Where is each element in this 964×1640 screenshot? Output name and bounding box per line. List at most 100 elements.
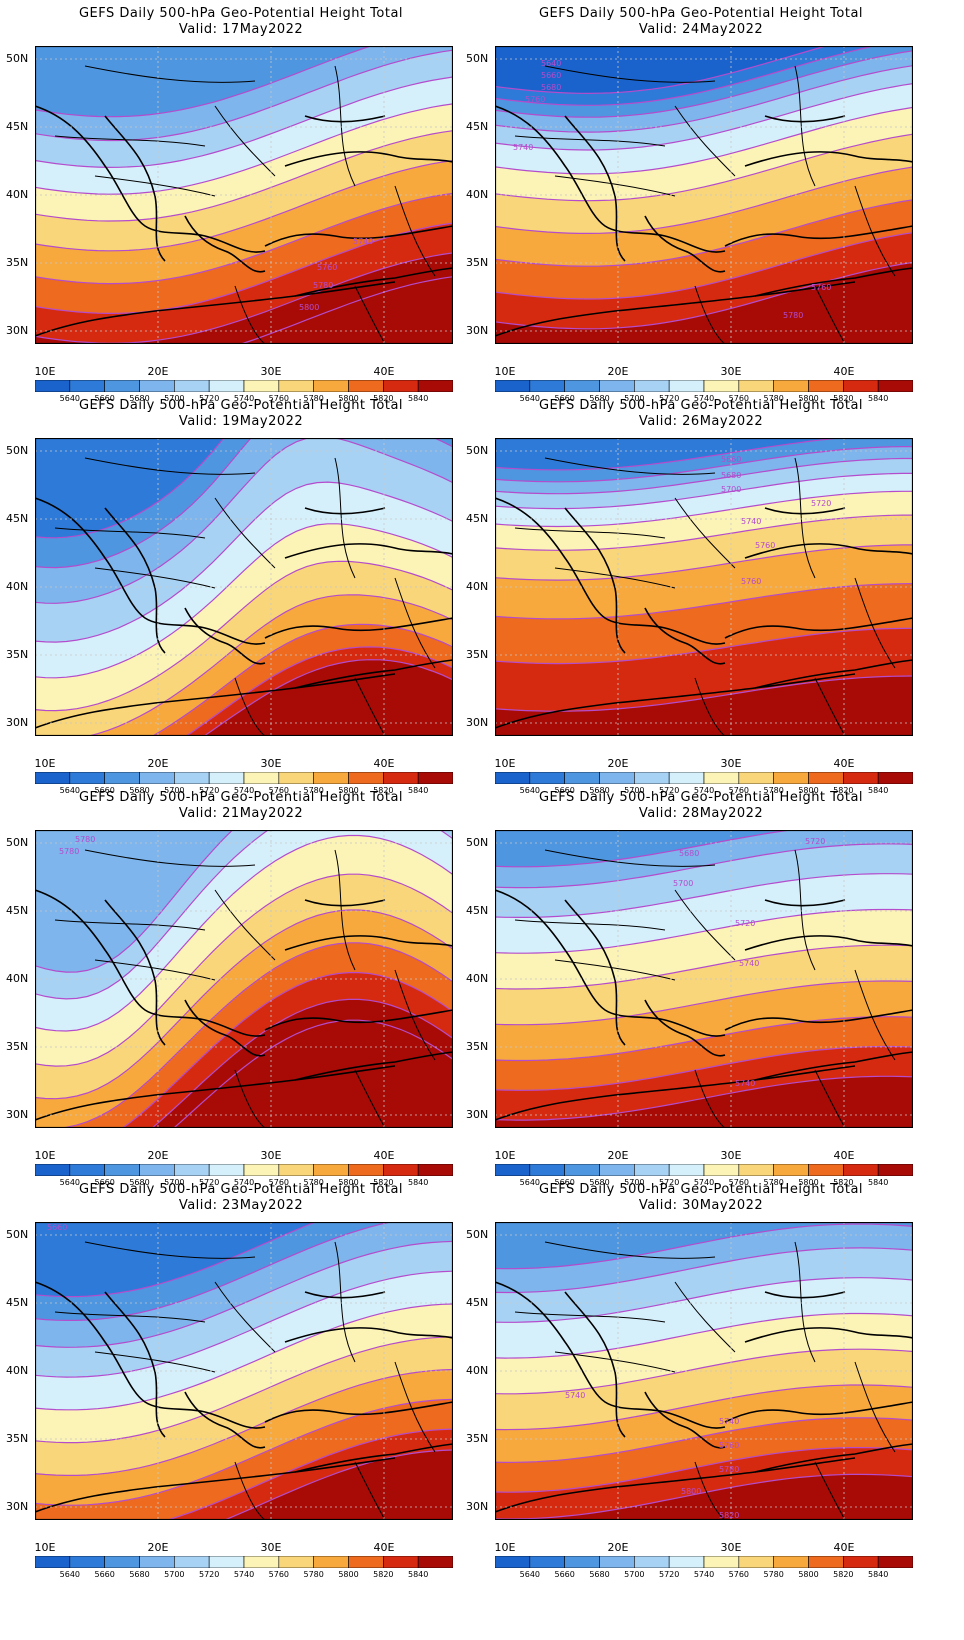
colorbar-swatch <box>174 380 210 392</box>
colorbar-swatch <box>383 1556 419 1568</box>
height-band <box>173 1020 453 1128</box>
longitude-label: 40E <box>373 365 395 378</box>
coastline <box>35 1065 396 1121</box>
colorbar-swatch <box>69 380 105 392</box>
coastline <box>104 1291 166 1438</box>
colorbar-label: 5760 <box>268 1178 290 1187</box>
contour-line <box>35 438 453 604</box>
coastline <box>304 507 386 515</box>
colorbar-label: 5800 <box>798 1178 819 1187</box>
longitude-label: 20E <box>607 1541 629 1554</box>
colorbar-swatch <box>35 1164 71 1176</box>
latitude-label: 45N <box>6 904 29 917</box>
coastline <box>35 281 396 337</box>
coastline <box>644 1391 726 1449</box>
colorbar-swatch <box>139 772 175 784</box>
colorbar-label: 5780 <box>303 394 324 403</box>
contour-line <box>35 1398 453 1506</box>
colorbar-label: 5780 <box>303 1178 324 1187</box>
latitude-label: 30N <box>466 1500 489 1513</box>
colorbar-label: 5800 <box>798 1570 819 1579</box>
contour-line <box>35 830 234 973</box>
country-border <box>394 185 436 277</box>
contour-label: 5660 <box>47 1223 67 1232</box>
contour-label: 5700 <box>673 879 693 888</box>
colorbar-label: 5680 <box>589 394 610 403</box>
colorbar-label: 5640 <box>59 394 81 403</box>
colorbar-swatch <box>313 1164 349 1176</box>
latitude-label: 40N <box>466 580 489 593</box>
colorbar-swatch <box>808 1556 844 1568</box>
country-border <box>554 959 676 981</box>
country-border <box>544 65 716 83</box>
colorbar-label: 5780 <box>303 1570 324 1579</box>
map-panel: GEFS Daily 500-hPa Geo-Potential Height … <box>460 392 942 802</box>
coastline <box>564 1291 626 1438</box>
panel-title: GEFS Daily 500-hPa Geo-Potential Height … <box>78 1182 404 1197</box>
colorbar-swatch <box>634 380 670 392</box>
map-frame <box>495 830 913 1128</box>
colorbar-label: 5660 <box>94 394 115 403</box>
colorbar-label: 5720 <box>198 1178 220 1187</box>
contour-line <box>121 972 453 1128</box>
colorbar-swatch <box>703 1164 740 1176</box>
colorbar-swatch <box>243 1164 280 1176</box>
coastline <box>104 115 166 262</box>
colorbar-label: 5640 <box>519 1570 541 1579</box>
contour-line <box>495 944 913 990</box>
colorbar-swatch <box>599 1556 635 1568</box>
colorbar-swatch <box>564 1556 600 1568</box>
colorbar-label: 5660 <box>554 1178 575 1187</box>
latitude-label: 40N <box>6 972 29 985</box>
colorbar-swatch <box>668 1164 705 1176</box>
latitude-label: 35N <box>466 1432 489 1445</box>
country-border <box>94 1351 216 1373</box>
colorbar-swatch <box>417 772 453 784</box>
contour-line <box>495 166 913 234</box>
contour-line <box>495 490 913 528</box>
colorbar-label: 5780 <box>763 1570 784 1579</box>
colorbar-swatch <box>313 1556 349 1568</box>
map-frame <box>35 438 453 736</box>
longitude-label: 40E <box>373 1541 395 1554</box>
colorbar-swatch <box>703 380 740 392</box>
colorbar-swatch <box>69 1556 105 1568</box>
coastline <box>644 607 726 665</box>
height-contour-map: 5660 5680 5700 5720 5740 5760 5760 <box>495 438 913 736</box>
colorbar-label: 5640 <box>59 1178 81 1187</box>
colorbar-swatch <box>773 1164 809 1176</box>
contour-line <box>495 65 913 133</box>
country-border <box>514 135 666 147</box>
country-border <box>554 567 676 589</box>
country-border <box>234 285 266 344</box>
country-border <box>794 65 816 187</box>
colorbar-label: 5640 <box>519 786 541 795</box>
latitude-label: 45N <box>466 120 489 133</box>
country-border <box>794 457 816 579</box>
colorbar-swatch <box>529 1164 565 1176</box>
height-band <box>495 262 913 344</box>
contour-line <box>495 457 913 495</box>
colorbar-label: 5740 <box>233 786 255 795</box>
country-border <box>544 457 716 475</box>
colorbar-label: 5840 <box>407 394 429 403</box>
contour-line <box>495 46 877 106</box>
colorbar-swatch <box>417 1556 453 1568</box>
colorbar-label: 5680 <box>589 1570 610 1579</box>
colorbar-swatch <box>104 772 140 784</box>
contour-line <box>35 560 453 712</box>
contour-label: 5740 <box>353 237 373 246</box>
country-border <box>854 577 896 669</box>
map-panel: GEFS Daily 500-hPa Geo-Potential Height … <box>0 0 482 410</box>
colorbar-label: 5820 <box>833 1178 854 1187</box>
coastline <box>495 673 856 729</box>
colorbar <box>495 772 913 784</box>
contour-line <box>495 199 913 267</box>
contour-label: 5760 <box>317 263 337 272</box>
contour-line <box>495 1277 913 1323</box>
map-frame <box>35 830 453 1128</box>
contour-line <box>35 130 453 222</box>
colorbar-label: 5820 <box>833 394 854 403</box>
colorbar <box>35 772 453 784</box>
colorbar-swatch <box>703 772 740 784</box>
